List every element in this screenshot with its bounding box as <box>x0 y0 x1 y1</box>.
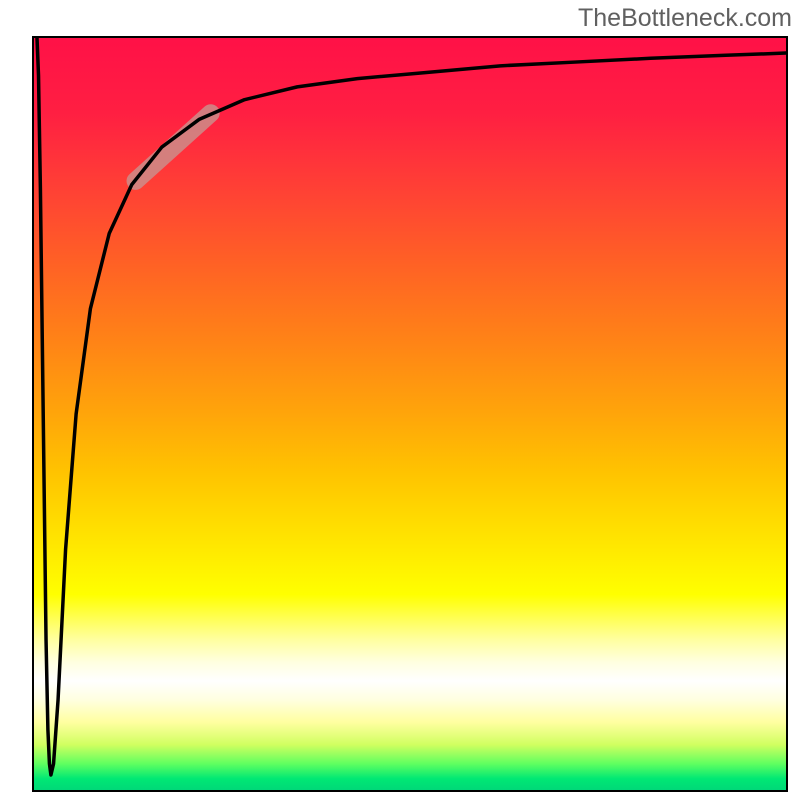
chart-container: { "attribution": { "text": "TheBottlenec… <box>0 0 800 800</box>
attribution-text: TheBottleneck.com <box>578 4 792 33</box>
highlight-segment <box>136 113 211 181</box>
curve-layer <box>34 38 786 790</box>
bottleneck-curve <box>37 38 786 775</box>
plot-frame <box>32 36 788 792</box>
